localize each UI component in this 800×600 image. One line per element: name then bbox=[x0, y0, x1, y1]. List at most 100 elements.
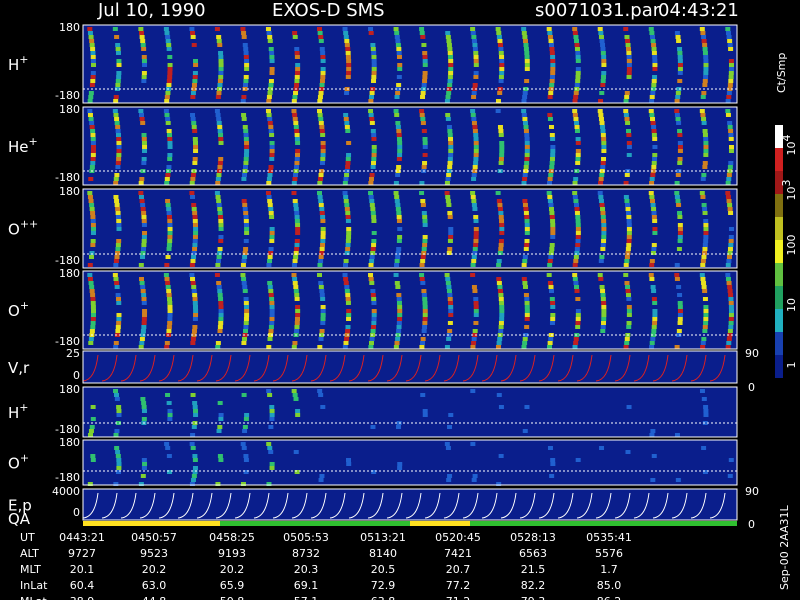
colorbar-cell bbox=[775, 194, 783, 217]
spectro-cell bbox=[345, 157, 351, 161]
spectro-cell bbox=[600, 325, 606, 329]
panel-label-charge: + bbox=[29, 135, 38, 148]
spectro-cell bbox=[728, 301, 734, 305]
panel-bg bbox=[83, 25, 737, 103]
spectro-cell bbox=[473, 309, 479, 313]
colorbar-base: 1 bbox=[785, 362, 798, 369]
spectro-cell bbox=[293, 121, 299, 125]
spectro-cell bbox=[292, 35, 298, 39]
spectro-cell bbox=[113, 99, 119, 103]
spectro-cell bbox=[574, 47, 580, 51]
spectro-cell bbox=[396, 51, 402, 55]
spectro-cell bbox=[598, 177, 604, 181]
spectro-cell bbox=[345, 215, 351, 219]
spectro-cell bbox=[371, 133, 377, 137]
spectro-cell bbox=[573, 281, 579, 285]
spectro-cell bbox=[90, 133, 96, 137]
panel-label: E,p bbox=[8, 497, 32, 515]
spectro-cell bbox=[343, 35, 349, 39]
spectro-cell bbox=[346, 458, 352, 462]
spectro-cell bbox=[369, 199, 375, 203]
spectro-cell bbox=[317, 113, 323, 117]
spectro-cell bbox=[600, 243, 606, 247]
spectro-cell bbox=[166, 243, 172, 247]
spectro-cell bbox=[649, 181, 655, 185]
spectro-cell bbox=[138, 31, 144, 35]
spectro-cell bbox=[115, 470, 121, 474]
spectro-cell bbox=[624, 341, 630, 345]
spectro-cell bbox=[701, 117, 707, 121]
spectro-cell bbox=[701, 35, 707, 39]
spectro-cell bbox=[345, 161, 351, 165]
spectro-cell bbox=[243, 417, 249, 421]
spectro-cell bbox=[420, 259, 426, 263]
spectro-cell bbox=[268, 169, 274, 173]
spectro-cell bbox=[471, 39, 477, 43]
spectro-cell bbox=[446, 203, 452, 207]
spectro-cell bbox=[703, 145, 709, 149]
spectro-cell bbox=[601, 63, 607, 67]
spectro-cell bbox=[725, 113, 731, 117]
spectro-cell bbox=[524, 301, 530, 305]
spectro-cell bbox=[651, 125, 657, 129]
spectro-cell bbox=[601, 309, 607, 313]
spectro-cell bbox=[727, 121, 733, 125]
spectro-cell bbox=[649, 433, 655, 437]
spectro-cell bbox=[649, 99, 655, 103]
spectro-cell bbox=[676, 333, 682, 337]
spectro-cell bbox=[601, 141, 607, 145]
trace bbox=[462, 354, 479, 382]
spectro-cell bbox=[600, 329, 606, 333]
spectro-cell bbox=[141, 141, 147, 145]
spectro-cell bbox=[138, 263, 144, 267]
spectro-cell bbox=[600, 51, 606, 55]
spectro-cell bbox=[700, 195, 706, 199]
spectro-cell bbox=[700, 259, 706, 263]
spectro-cell bbox=[725, 195, 731, 199]
spectro-cell bbox=[421, 211, 427, 215]
trace bbox=[139, 354, 156, 382]
spectro-cell bbox=[242, 285, 248, 289]
y2-top: 90 bbox=[745, 485, 759, 498]
spectro-cell bbox=[342, 263, 348, 267]
spectro-cell bbox=[190, 281, 196, 285]
spectro-cell bbox=[498, 405, 504, 409]
spectro-cell bbox=[345, 247, 351, 251]
spectro-cell bbox=[90, 313, 96, 317]
spectro-cell bbox=[524, 297, 530, 301]
spectro-cell bbox=[623, 99, 629, 103]
spectro-cell bbox=[397, 309, 403, 313]
spectro-cell bbox=[702, 329, 708, 333]
spectro-cell bbox=[572, 99, 578, 103]
spectro-cell bbox=[652, 145, 658, 149]
trace bbox=[253, 354, 270, 382]
spectro-cell bbox=[702, 43, 708, 47]
spectro-cell bbox=[292, 199, 298, 203]
spectro-cell bbox=[90, 325, 96, 329]
spectro-cell bbox=[651, 297, 657, 301]
spectro-cell bbox=[218, 223, 224, 227]
spectro-cell bbox=[575, 215, 581, 219]
spectro-cell bbox=[550, 235, 556, 239]
spectro-cell bbox=[446, 337, 452, 341]
spectro-cell bbox=[499, 309, 505, 313]
panel-label: O+ bbox=[8, 299, 29, 320]
spectro-cell bbox=[292, 117, 298, 121]
spectro-cell bbox=[650, 121, 656, 125]
spectro-cell bbox=[600, 207, 606, 211]
spectro-cell bbox=[140, 251, 146, 255]
spectro-cell bbox=[88, 337, 94, 341]
colorbar-cell bbox=[775, 217, 783, 240]
spectro-cell bbox=[726, 91, 732, 95]
spectro-cell bbox=[703, 313, 709, 317]
spectro-cell bbox=[320, 55, 326, 59]
spectro-cell bbox=[88, 91, 94, 95]
spectro-cell bbox=[447, 83, 453, 87]
spectro-cell bbox=[346, 462, 352, 466]
spectro-cell bbox=[243, 301, 249, 305]
spectro-cell bbox=[167, 301, 173, 305]
spectro-cell bbox=[243, 321, 249, 325]
spectro-cell bbox=[701, 251, 707, 255]
spectro-cell bbox=[728, 129, 734, 133]
spectro-cell bbox=[371, 149, 377, 153]
